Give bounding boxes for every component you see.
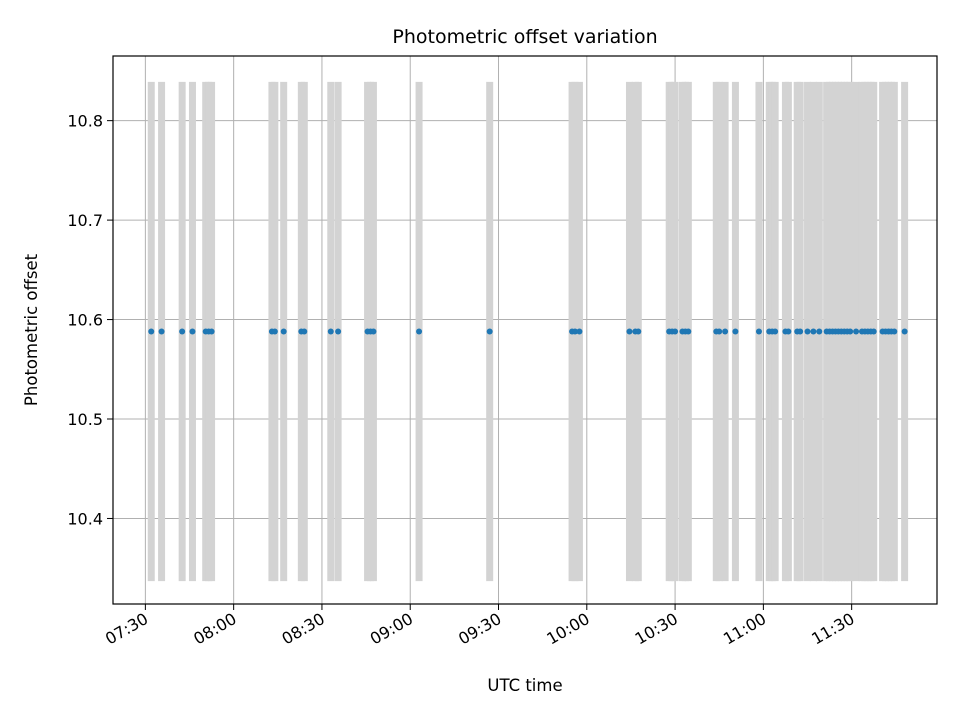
- data-point: [179, 328, 186, 335]
- data-point: [853, 328, 860, 335]
- y-axis-label: Photometric offset: [22, 253, 41, 406]
- data-point: [716, 328, 723, 335]
- y-tick-label: 10.6: [67, 311, 103, 330]
- data-point: [576, 328, 583, 335]
- data-point: [772, 328, 779, 335]
- data-points: [148, 328, 908, 335]
- data-point: [301, 328, 308, 335]
- data-point: [370, 328, 377, 335]
- data-point: [672, 328, 679, 335]
- data-point: [208, 328, 215, 335]
- data-point: [722, 328, 729, 335]
- data-point: [685, 328, 692, 335]
- data-point: [732, 328, 739, 335]
- data-point: [189, 328, 196, 335]
- data-point: [335, 328, 342, 335]
- y-tick-label: 10.4: [67, 509, 103, 528]
- x-axis-label: UTC time: [487, 676, 562, 695]
- data-point: [572, 328, 579, 335]
- data-point: [816, 328, 823, 335]
- data-point: [486, 328, 493, 335]
- y-tick-label: 10.7: [67, 211, 103, 230]
- data-point: [804, 328, 811, 335]
- data-point: [626, 328, 633, 335]
- data-point: [158, 328, 165, 335]
- data-point: [280, 328, 287, 335]
- data-point: [891, 328, 898, 335]
- data-point: [785, 328, 792, 335]
- y-tick-label: 10.8: [67, 112, 103, 131]
- data-point: [810, 328, 817, 335]
- data-point: [847, 328, 854, 335]
- data-point: [797, 328, 804, 335]
- plot-frame: [112, 55, 938, 605]
- data-point: [635, 328, 642, 335]
- y-axis-ticks: 10.4 10.5 10.6 10.7 10.8: [67, 112, 113, 528]
- data-point: [271, 328, 278, 335]
- y-tick-label: 10.5: [67, 410, 103, 429]
- data-point: [148, 328, 155, 335]
- data-point: [416, 328, 423, 335]
- chart-title: Photometric offset variation: [392, 26, 657, 48]
- data-point: [755, 328, 762, 335]
- data-point: [327, 328, 334, 335]
- data-point: [901, 328, 908, 335]
- data-point: [870, 328, 877, 335]
